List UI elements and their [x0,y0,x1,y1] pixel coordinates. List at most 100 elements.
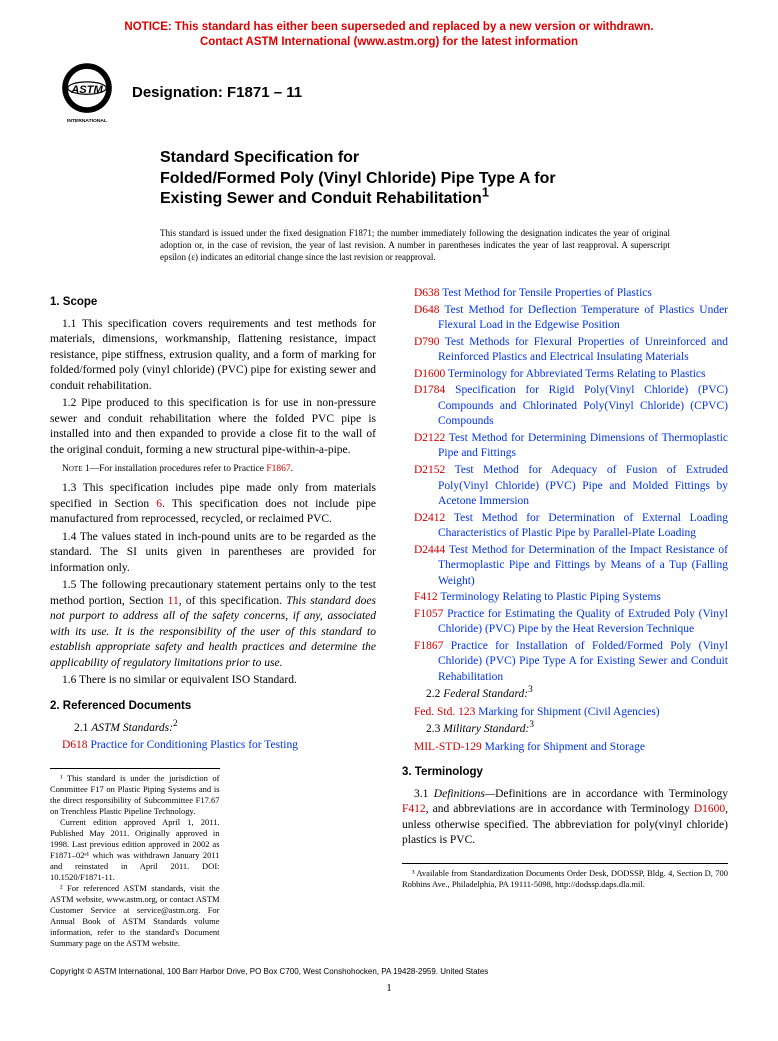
ref-d2152: D2152 Test Method for Adequacy of Fusion… [402,463,728,510]
footnote-2: ² For referenced ASTM standards, visit t… [50,883,220,949]
scope-1-5b: , of this specification. [179,595,286,607]
notice-line1: NOTICE: This standard has either been su… [124,21,653,33]
term-3-1-num: 3.1 [414,788,434,800]
ref-d2122: D2122 Test Method for Determining Dimens… [402,431,728,462]
footnote-1b: Current edition approved April 1, 2011. … [50,817,220,883]
ref-d790-title[interactable]: Test Methods for Flexural Properties of … [438,336,728,364]
ref-d648: D648 Test Method for Deflection Temperat… [402,303,728,334]
designation-header: ASTM INTERNATIONAL Designation: F1871 – … [56,62,728,124]
ref-d790-code[interactable]: D790 [414,336,440,348]
ref-mil129-code[interactable]: MIL-STD-129 [414,741,482,753]
ref-d618: D618 Practice for Conditioning Plastics … [50,738,376,754]
ref-d1784: D1784 Specification for Rigid Poly(Vinyl… [402,383,728,430]
ref-d2444: D2444 Test Method for Determination of t… [402,543,728,590]
ref-mil129: MIL-STD-129 Marking for Shipment and Sto… [402,740,728,756]
footnotes-right: ³ Available from Standardization Documen… [402,863,728,890]
ref-d790: D790 Test Methods for Flexural Propertie… [402,335,728,366]
term-3-1b: Definitions are in accordance with Termi… [495,788,728,800]
refdocs-2-3: 2.3 Military Standard:3 [414,722,728,738]
ref-d1784-title[interactable]: Specification for Rigid Poly(Vinyl Chlor… [438,384,728,427]
ref-d1600: D1600 Terminology for Abbreviated Terms … [402,367,728,383]
footnote-1: ¹ This standard is under the jurisdictio… [50,773,220,817]
svg-text:ASTM: ASTM [70,84,103,96]
note-1-text: For installation procedures refer to Pra… [99,464,266,474]
footnotes-left: ¹ This standard is under the jurisdictio… [50,768,220,950]
designation-value: F1871 – 11 [227,84,302,101]
ref-d618-title[interactable]: Practice for Conditioning Plastics for T… [90,739,298,751]
scope-1-6: 1.6 There is no similar or equivalent IS… [50,673,376,689]
ref-d2152-title[interactable]: Test Method for Adequacy of Fusion of Ex… [438,464,728,507]
title-line1: Standard Specification for [160,149,359,166]
notice-line2: Contact ASTM International (www.astm.org… [200,36,578,48]
refdocs-2-1: 2.1 ASTM Standards:2 [62,721,376,737]
ref-d2412-code[interactable]: D2412 [414,512,445,524]
refdocs-2-2: 2.2 Federal Standard:3 [414,687,728,703]
ref-f1867: F1867 Practice for Installation of Folde… [402,639,728,686]
title-line3: Existing Sewer and Conduit Rehabilitatio… [160,190,482,207]
right-column: D638 Test Method for Tensile Properties … [402,285,728,949]
ref-f1057-title[interactable]: Practice for Estimating the Quality of E… [438,608,728,636]
ref-mil129-title[interactable]: Marking for Shipment and Storage [485,741,645,753]
ref-d638-title[interactable]: Test Method for Tensile Properties of Pl… [442,287,652,299]
ref-d2122-code[interactable]: D2122 [414,432,445,444]
designation-label: Designation: [132,84,223,101]
ref-f1867-code[interactable]: F1867 [414,640,443,652]
notice-banner: NOTICE: This standard has either been su… [50,20,728,50]
left-column: 1. Scope 1.1 This specification covers r… [50,285,376,949]
note-1: Note 1—For installation procedures refer… [62,463,376,476]
ref-d2444-code[interactable]: D2444 [414,544,445,556]
refdocs-2-3-num: 2.3 [426,723,443,735]
scope-1-2: 1.2 Pipe produced to this specification … [50,396,376,458]
ref-f412-code[interactable]: F412 [414,591,438,603]
ref-d2152-code[interactable]: D2152 [414,464,445,476]
ref-d2444-title[interactable]: Test Method for Determination of the Imp… [438,544,728,587]
svg-text:INTERNATIONAL: INTERNATIONAL [67,118,107,124]
title-block: Standard Specification for Folded/Formed… [160,148,728,210]
ref-d2412-title[interactable]: Test Method for Determination of Externa… [438,512,728,540]
note-1-label: Note 1— [62,464,99,474]
astm-logo: ASTM INTERNATIONAL [56,62,118,124]
copyright: Copyright © ASTM International, 100 Barr… [50,967,728,976]
term-3-1-label: Definitions— [434,788,495,800]
ref-d1784-code[interactable]: D1784 [414,384,445,396]
ref-d638: D638 Test Method for Tensile Properties … [402,286,728,302]
scope-1-5-ref[interactable]: 11 [168,595,179,607]
refdocs-2-3-label: Military Standard: [443,723,529,735]
title-footnote-ref: 1 [482,185,489,200]
ref-d1600-title[interactable]: Terminology for Abbreviated Terms Relati… [448,368,706,380]
ref-f412: F412 Terminology Relating to Plastic Pip… [402,590,728,606]
ref-f1867-title[interactable]: Practice for Installation of Folded/Form… [438,640,728,683]
body-columns: 1. Scope 1.1 This specification covers r… [50,285,728,949]
footnote-3: ³ Available from Standardization Documen… [402,868,728,890]
ref-f412-title[interactable]: Terminology Relating to Plastic Piping S… [440,591,661,603]
term-ref-f412[interactable]: F412 [402,803,426,815]
term-ref-d1600[interactable]: D1600 [694,803,725,815]
ref-d2412: D2412 Test Method for Determination of E… [402,511,728,542]
designation-text: Designation: F1871 – 11 [132,84,302,101]
scope-1-3: 1.3 This specification includes pipe mad… [50,481,376,528]
issuance-note: This standard is issued under the fixed … [160,228,670,263]
scope-1-4: 1.4 The values stated in inch-pound unit… [50,530,376,577]
ref-d618-code[interactable]: D618 [62,739,88,751]
ref-f1057-code[interactable]: F1057 [414,608,443,620]
ref-d648-code[interactable]: D648 [414,304,440,316]
ref-fed123-title[interactable]: Marking for Shipment (Civil Agencies) [478,706,659,718]
ref-f1057: F1057 Practice for Estimating the Qualit… [402,607,728,638]
scope-heading: 1. Scope [50,295,376,311]
ref-d2122-title[interactable]: Test Method for Determining Dimensions o… [438,432,728,460]
refdocs-2-2-num: 2.2 [426,688,443,700]
ref-d648-title[interactable]: Test Method for Deflection Temperature o… [438,304,728,332]
refdocs-2-2-label: Federal Standard: [443,688,528,700]
ref-d638-code[interactable]: D638 [414,287,440,299]
scope-1-1: 1.1 This specification covers requiremen… [50,317,376,395]
ref-fed123: Fed. Std. 123 Marking for Shipment (Civi… [402,705,728,721]
term-3-1c: , and abbreviations are in accordance wi… [426,803,694,815]
terminology-3-1: 3.1 Definitions—Definitions are in accor… [402,787,728,849]
note-1-ref[interactable]: F1867 [266,464,290,474]
ref-d1600-code[interactable]: D1600 [414,368,445,380]
title-line2: Folded/Formed Poly (Vinyl Chloride) Pipe… [160,170,556,187]
ref-fed123-code[interactable]: Fed. Std. 123 [414,706,475,718]
page-number: 1 [50,982,728,994]
refdocs-2-1-label: ASTM Standards: [91,722,173,734]
refdocs-2-1-num: 2.1 [74,722,91,734]
